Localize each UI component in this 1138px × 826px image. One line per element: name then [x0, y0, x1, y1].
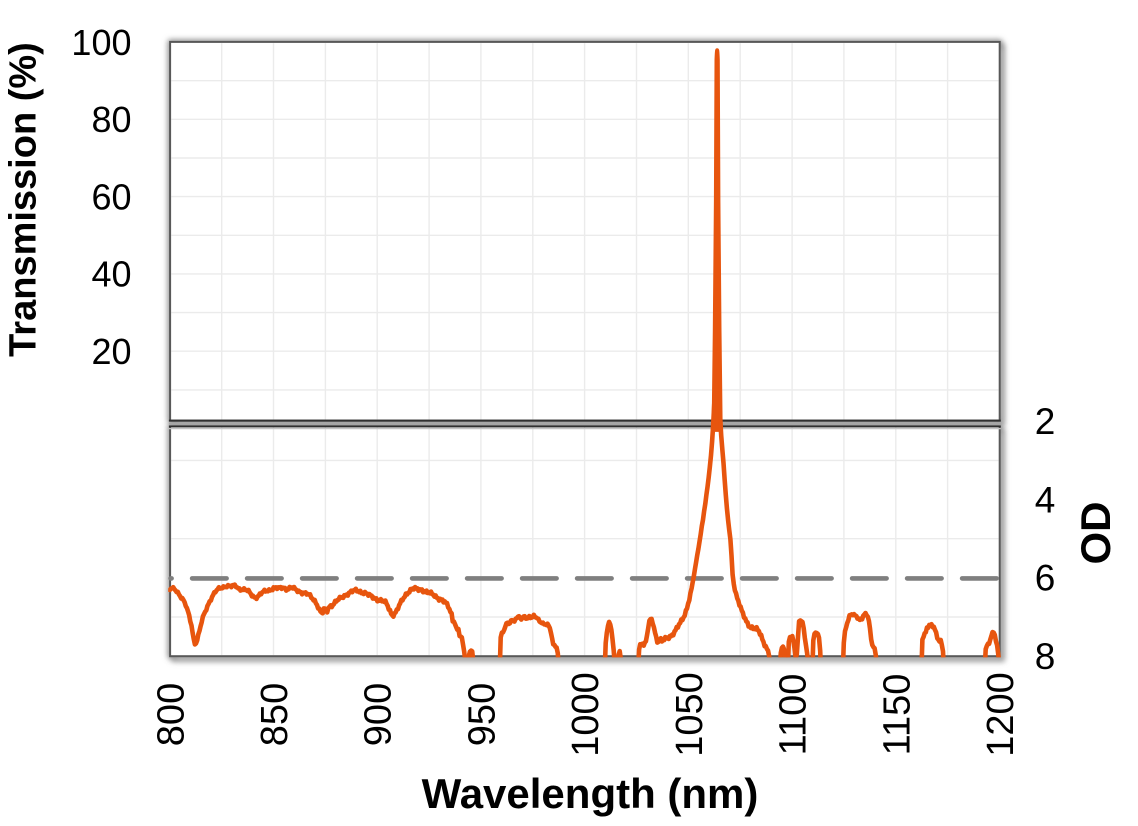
svg-text:6: 6 — [1035, 558, 1056, 599]
svg-text:850: 850 — [254, 683, 296, 746]
svg-text:40: 40 — [91, 254, 131, 295]
svg-text:2: 2 — [1035, 401, 1056, 442]
svg-text:950: 950 — [461, 683, 503, 746]
svg-text:1100: 1100 — [773, 674, 815, 756]
svg-text:20: 20 — [91, 331, 131, 372]
svg-text:80: 80 — [91, 99, 131, 140]
svg-text:60: 60 — [91, 176, 131, 217]
svg-text:100: 100 — [71, 22, 131, 63]
svg-text:900: 900 — [358, 683, 400, 746]
svg-text:1200: 1200 — [980, 672, 1022, 757]
svg-text:1050: 1050 — [669, 672, 711, 757]
svg-text:OD: OD — [1072, 502, 1119, 565]
svg-text:1000: 1000 — [565, 672, 607, 757]
svg-text:Transmission (%): Transmission (%) — [3, 42, 45, 357]
svg-text:1150: 1150 — [876, 674, 918, 756]
svg-text:800: 800 — [150, 683, 192, 746]
svg-text:Wavelength (nm): Wavelength (nm) — [422, 770, 759, 817]
svg-text:8: 8 — [1035, 636, 1056, 677]
svg-text:4: 4 — [1035, 479, 1056, 520]
